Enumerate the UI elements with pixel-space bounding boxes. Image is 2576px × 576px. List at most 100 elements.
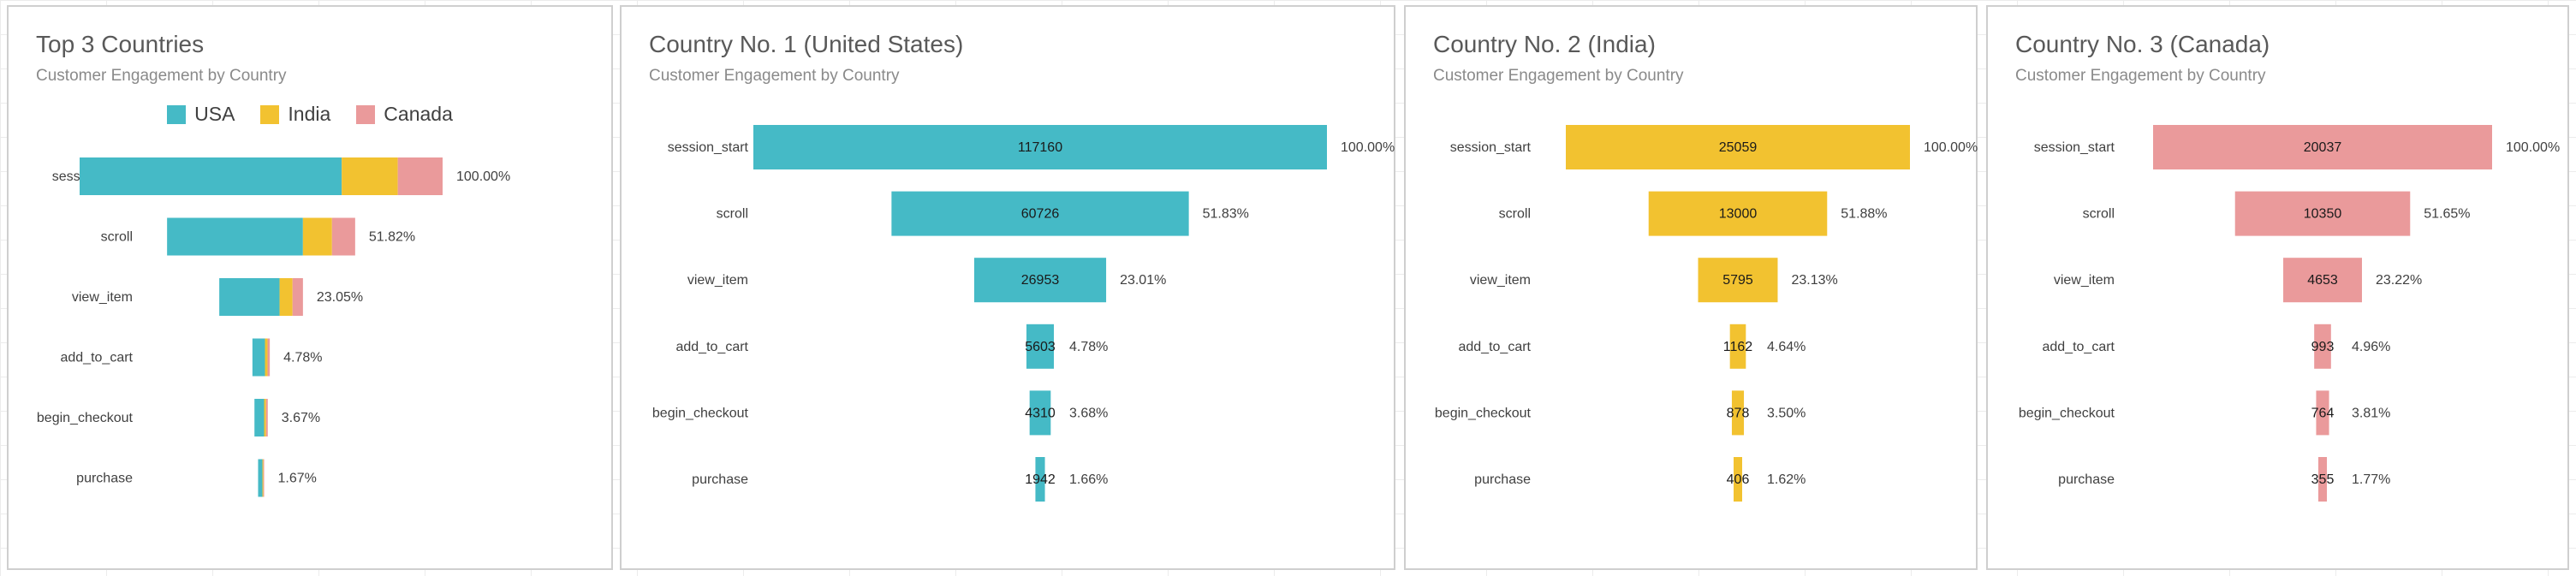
percent-label-scroll: 51.83%: [1203, 207, 1249, 222]
percent-label-begin-checkout: 3.67%: [282, 411, 320, 425]
bar-segment-india-add-to-cart: [265, 338, 268, 377]
category-label-session-start: session_start: [668, 140, 749, 155]
category-label-begin-checkout: begin_checkout: [1435, 406, 1532, 420]
category-label-scroll: scroll: [2083, 207, 2115, 222]
bar-begin-checkout: [2316, 390, 2329, 436]
chart-title: Top 3 Countries: [36, 31, 205, 57]
funnel-chart-canada: session_start 20037 100.00% scroll 10350 51.6…: [2019, 125, 2560, 502]
value-label-purchase: 406: [1727, 472, 1750, 487]
value-label-scroll: 10350: [2304, 207, 2342, 222]
legend-item-india: India: [260, 103, 330, 126]
chart-panel-united-states[interactable]: Country No. 1 (United States) Customer E…: [620, 5, 1395, 570]
percent-label-add-to-cart: 4.64%: [1767, 340, 1806, 354]
chart-panel-top-3-countries[interactable]: Top 3 Countries Customer Engagement by C…: [7, 5, 613, 570]
percent-label-add-to-cart: 4.96%: [2352, 340, 2390, 354]
bar-view-item: [973, 258, 1107, 303]
bar-segment-canada-add-to-cart: [267, 338, 271, 377]
category-label-scroll: scroll: [1499, 207, 1531, 222]
bar-segment-usa-session-start: [80, 157, 342, 195]
category-label-purchase: purchase: [692, 472, 748, 487]
percent-label-begin-checkout: 3.50%: [1767, 406, 1806, 420]
bar-scroll: [2234, 191, 2411, 236]
bar-segment-canada-begin-checkout: [265, 399, 268, 436]
bar-view-item: [1698, 258, 1778, 303]
chart-subtitle: Customer Engagement by Country: [1433, 67, 1684, 85]
chart-title: Country No. 2 (India): [1433, 31, 1656, 57]
stacked-funnel-chart: session_start100.00%scroll51.82%view_ite…: [37, 157, 510, 497]
value-label-purchase: 355: [2311, 472, 2335, 487]
chart-subtitle: Customer Engagement by Country: [2015, 67, 2266, 85]
percent-label-purchase: 1.62%: [1767, 472, 1806, 487]
category-label-add-to-cart: add_to_cart: [2042, 340, 2115, 354]
category-label-begin-checkout: begin_checkout: [652, 406, 749, 420]
category-label-begin-checkout: begin_checkout: [2019, 406, 2115, 420]
percent-label-scroll: 51.88%: [1841, 207, 1887, 222]
bar-segment-usa-begin-checkout: [254, 399, 265, 436]
percent-label-scroll: 51.82%: [369, 230, 415, 245]
bar-segment-usa-purchase: [258, 459, 263, 497]
percent-label-view-item: 23.22%: [2376, 273, 2422, 288]
value-label-view-item: 26953: [1021, 273, 1060, 288]
category-label-purchase: purchase: [76, 472, 133, 486]
legend-swatch: [260, 104, 280, 124]
bar-segment-canada-scroll: [331, 217, 355, 256]
bar-segment-usa-add-to-cart: [252, 338, 265, 377]
value-label-add-to-cart: 5603: [1025, 340, 1056, 354]
value-label-view-item: 4653: [2307, 273, 2338, 288]
category-label-scroll: scroll: [717, 207, 748, 222]
value-label-scroll: 13000: [1719, 207, 1758, 222]
chart-title: Country No. 1 (United States): [649, 31, 964, 57]
funnel-chart-india: session_start 25059 100.00% scroll 13000 51.8…: [1435, 125, 1978, 502]
bar-purchase: [1035, 457, 1045, 502]
category-label-add-to-cart: add_to_cart: [675, 340, 748, 354]
legend-item-usa: USA: [167, 103, 235, 126]
bar-segment-india-session-start: [342, 157, 398, 195]
percent-label-view-item: 23.01%: [1120, 273, 1166, 288]
legend-label: India: [288, 103, 331, 125]
bar-begin-checkout: [1731, 390, 1745, 436]
legend-item-canada: Canada: [356, 103, 453, 126]
chart-title: Country No. 3 (Canada): [2015, 31, 2270, 57]
value-label-add-to-cart: 1162: [1723, 340, 1753, 354]
percent-label-purchase: 1.67%: [278, 472, 317, 486]
category-label-view-item: view_item: [687, 273, 748, 288]
category-label-view-item: view_item: [2054, 273, 2115, 288]
value-label-purchase: 1942: [1025, 472, 1056, 487]
value-label-session-start: 20037: [2304, 140, 2342, 155]
bar-add-to-cart: [2314, 324, 2331, 369]
value-label-session-start: 25059: [1719, 140, 1758, 155]
bar-add-to-cart: [1026, 324, 1055, 369]
bar-segment-usa-scroll: [167, 217, 303, 256]
legend-swatch: [356, 104, 376, 124]
bar-segment-india-view-item: [279, 278, 293, 316]
percent-label-begin-checkout: 3.81%: [2352, 406, 2390, 420]
chart-panel-canada[interactable]: Country No. 3 (Canada) Customer Engageme…: [1986, 5, 2569, 570]
chart-subtitle: Customer Engagement by Country: [36, 67, 287, 85]
bar-view-item: [2283, 258, 2362, 303]
bar-segment-usa-view-item: [219, 278, 280, 316]
category-label-view-item: view_item: [1470, 273, 1531, 288]
category-label-add-to-cart: add_to_cart: [1458, 340, 1531, 354]
value-label-add-to-cart: 993: [2311, 340, 2335, 354]
category-label-add-to-cart: add_to_cart: [60, 351, 133, 365]
bar-segment-canada-purchase: [263, 459, 265, 497]
bar-scroll: [891, 191, 1189, 236]
percent-label-session-start: 100.00%: [1341, 140, 1395, 155]
value-label-scroll: 60726: [1021, 207, 1060, 222]
bar-segment-india-purchase: [262, 459, 264, 497]
percent-label-begin-checkout: 3.68%: [1069, 406, 1108, 420]
percent-label-purchase: 1.66%: [1069, 472, 1108, 487]
percent-label-view-item: 23.13%: [1791, 273, 1837, 288]
category-label-purchase: purchase: [2058, 472, 2115, 487]
percent-label-view-item: 23.05%: [317, 290, 363, 305]
bar-session-start: [753, 125, 1327, 169]
chart-legend: USA India Canada: [9, 103, 611, 126]
category-label-session-start: session_start: [2034, 140, 2115, 155]
category-label-begin-checkout: begin_checkout: [37, 411, 134, 425]
percent-label-scroll: 51.65%: [2424, 207, 2470, 222]
bar-session-start: [2153, 125, 2492, 169]
bar-scroll: [1648, 191, 1828, 236]
chart-subtitle: Customer Engagement by Country: [649, 67, 900, 85]
chart-panel-india[interactable]: Country No. 2 (India) Customer Engagemen…: [1404, 5, 1978, 570]
bar-segment-canada-view-item: [292, 278, 303, 316]
